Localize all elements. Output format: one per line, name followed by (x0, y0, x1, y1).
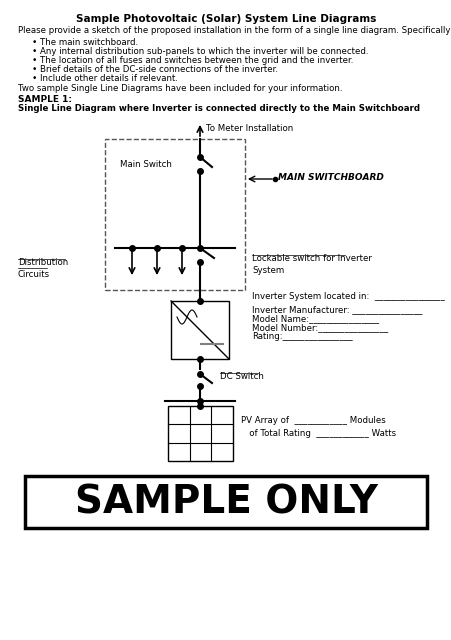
Bar (105, 139, 244, 290)
Text: •: • (32, 38, 37, 47)
Text: The location of all fuses and switches between the grid and the inverter.: The location of all fuses and switches b… (40, 56, 353, 65)
Text: Lockable switch for Inverter
System: Lockable switch for Inverter System (252, 254, 371, 275)
Text: SAMPLE 1:: SAMPLE 1: (18, 95, 72, 104)
Text: Please provide a sketch of the proposed installation in the form of a single lin: Please provide a sketch of the proposed … (18, 26, 451, 35)
Text: Main Switch: Main Switch (120, 160, 171, 169)
Text: PV Array of  ____________ Modules
   of Total Rating  ____________ Watts: PV Array of ____________ Modules of Tota… (240, 416, 395, 438)
Bar (170, 301, 229, 359)
Text: •: • (32, 65, 37, 74)
Text: Include other details if relevant.: Include other details if relevant. (40, 74, 178, 83)
Text: Distribution
Circuits: Distribution Circuits (18, 258, 68, 279)
Text: Model Number:________________: Model Number:________________ (252, 323, 387, 332)
Text: Brief details of the DC-side connections of the inverter.: Brief details of the DC-side connections… (40, 65, 277, 74)
Text: Inverter System located in:  ________________: Inverter System located in: ____________… (252, 292, 444, 301)
Text: MAIN SWITCHBOARD: MAIN SWITCHBOARD (277, 173, 383, 182)
Text: Rating:________________: Rating:________________ (252, 332, 352, 341)
Text: DC Switch: DC Switch (220, 372, 263, 381)
Text: To Meter Installation: To Meter Installation (206, 124, 293, 133)
Bar (25, 476, 426, 528)
Text: Sample Photovoltaic (Solar) System Line Diagrams: Sample Photovoltaic (Solar) System Line … (76, 14, 375, 24)
Text: •: • (32, 47, 37, 56)
Text: Model Name:________________: Model Name:________________ (252, 314, 378, 323)
Text: •: • (32, 74, 37, 83)
Text: SAMPLE ONLY: SAMPLE ONLY (74, 483, 377, 521)
Text: •: • (32, 56, 37, 65)
Text: Single Line Diagram where Inverter is connected directly to the Main Switchboard: Single Line Diagram where Inverter is co… (18, 104, 419, 113)
Text: Inverter Manufacturer: ________________: Inverter Manufacturer: ________________ (252, 305, 421, 314)
Text: Any internal distribution sub-panels to which the inverter will be connected.: Any internal distribution sub-panels to … (40, 47, 368, 56)
Text: The main switchboard.: The main switchboard. (40, 38, 138, 47)
Bar (168, 406, 232, 461)
Text: Two sample Single Line Diagrams have been included for your information.: Two sample Single Line Diagrams have bee… (18, 84, 342, 93)
